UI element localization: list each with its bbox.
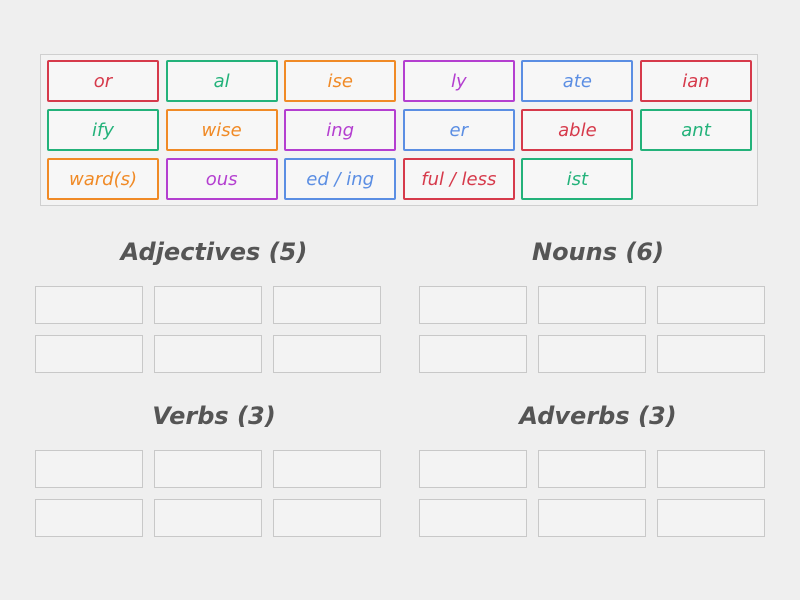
suffix-tile[interactable]: wise	[165, 109, 278, 151]
drop-slot-adjectives[interactable]	[154, 335, 262, 373]
suffix-tile[interactable]: ate	[521, 60, 634, 102]
drop-slot-verbs[interactable]	[273, 499, 381, 537]
drop-slot-adjectives[interactable]	[273, 335, 381, 373]
drop-slot-adverbs[interactable]	[657, 499, 765, 537]
suffix-tile[interactable]: ist	[521, 158, 634, 200]
drop-slot-adjectives[interactable]	[35, 335, 143, 373]
drop-slot-nouns[interactable]	[657, 286, 765, 324]
suffix-tile[interactable]: al	[165, 60, 278, 102]
suffix-tile[interactable]: ant	[640, 109, 752, 151]
suffix-tile[interactable]: ify	[47, 109, 159, 151]
drop-slot-nouns[interactable]	[419, 335, 527, 373]
suffix-tile[interactable]: ian	[640, 60, 752, 102]
suffix-tile[interactable]: ly	[402, 60, 515, 102]
drop-slot-nouns[interactable]	[538, 286, 646, 324]
drop-slot-nouns[interactable]	[538, 335, 646, 373]
group-title-adverbs: Adverbs (3)	[519, 402, 677, 430]
group-title-nouns: Nouns (6)	[531, 238, 665, 266]
drop-slot-verbs[interactable]	[35, 499, 143, 537]
suffix-tile[interactable]: or	[47, 60, 159, 102]
drop-slot-verbs[interactable]	[35, 450, 143, 488]
drop-slot-adverbs[interactable]	[538, 450, 646, 488]
drop-slot-adverbs[interactable]	[538, 499, 646, 537]
drop-slot-verbs[interactable]	[273, 450, 381, 488]
group-title-verbs: Verbs (3)	[152, 402, 276, 430]
drop-slot-verbs[interactable]	[154, 499, 262, 537]
suffix-tile[interactable]: er	[402, 109, 515, 151]
suffix-tile[interactable]: ful / less	[402, 158, 515, 200]
drop-slot-adverbs[interactable]	[419, 450, 527, 488]
drop-slot-adjectives[interactable]	[273, 286, 381, 324]
drop-slot-adjectives[interactable]	[154, 286, 262, 324]
suffix-tile[interactable]: ed / ing	[284, 158, 397, 200]
suffix-tile[interactable]: ise	[284, 60, 397, 102]
word-bank	[40, 54, 758, 206]
drop-slot-adverbs[interactable]	[419, 499, 527, 537]
group-title-adjectives: Adjectives (5)	[120, 238, 308, 266]
suffix-tile[interactable]: ing	[284, 109, 397, 151]
drop-slot-nouns[interactable]	[419, 286, 527, 324]
suffix-tile[interactable]: able	[521, 109, 634, 151]
drop-slot-adjectives[interactable]	[35, 286, 143, 324]
drop-slot-adverbs[interactable]	[657, 450, 765, 488]
suffix-tile[interactable]: ward(s)	[47, 158, 159, 200]
suffix-tile[interactable]: ous	[165, 158, 278, 200]
drop-slot-nouns[interactable]	[657, 335, 765, 373]
drop-slot-verbs[interactable]	[154, 450, 262, 488]
